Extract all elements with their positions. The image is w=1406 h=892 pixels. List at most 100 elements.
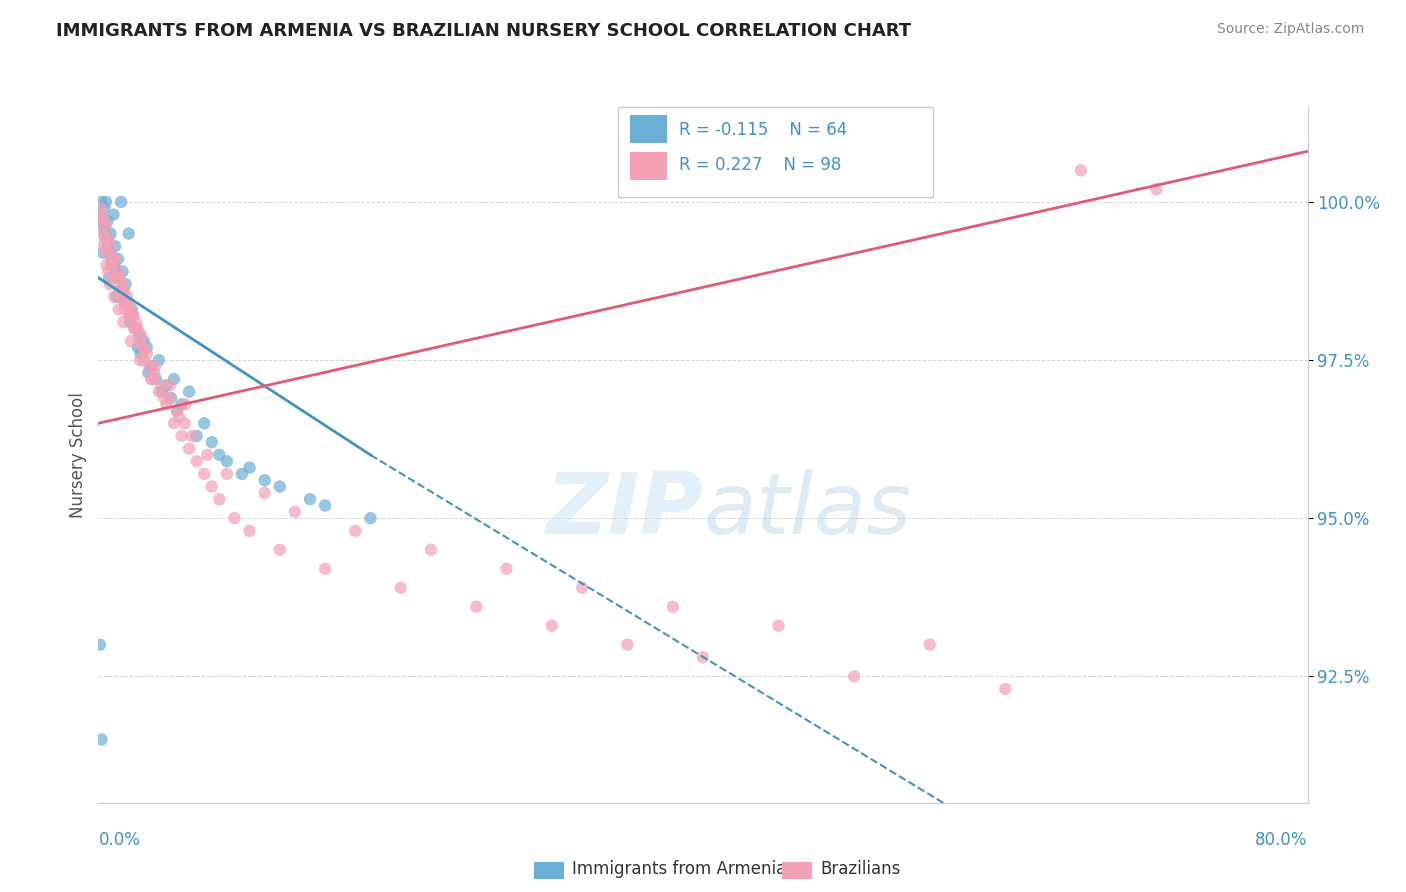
Point — [93, 220, 115, 235]
Point — [118, 296, 141, 310]
Point — [101, 258, 124, 272]
Point — [918, 638, 941, 652]
Point — [110, 290, 132, 304]
Point — [215, 467, 238, 481]
Y-axis label: Nursery School: Nursery School — [69, 392, 87, 518]
Point — [160, 391, 183, 405]
Point — [104, 270, 127, 285]
Point — [111, 277, 134, 292]
Point — [111, 284, 134, 298]
Point — [661, 599, 683, 614]
Point — [170, 429, 193, 443]
Point — [571, 581, 593, 595]
Point — [239, 524, 262, 538]
Point — [314, 562, 336, 576]
Point — [159, 378, 181, 392]
Point — [127, 340, 149, 354]
Point — [98, 245, 121, 260]
Point — [125, 315, 148, 329]
Point — [101, 258, 124, 272]
Point — [150, 384, 173, 399]
Point — [104, 252, 127, 266]
Point — [132, 340, 155, 354]
Point — [114, 296, 136, 310]
Point — [89, 638, 111, 652]
Point — [208, 492, 231, 507]
Point — [163, 372, 186, 386]
Point — [91, 227, 114, 241]
Point — [120, 315, 142, 329]
Point — [122, 309, 145, 323]
Text: Source: ZipAtlas.com: Source: ZipAtlas.com — [1216, 22, 1364, 37]
Point — [103, 258, 125, 272]
Point — [179, 384, 201, 399]
Text: ZIP: ZIP — [546, 469, 703, 552]
Point — [122, 309, 145, 323]
Point — [139, 359, 162, 374]
Point — [100, 239, 122, 253]
Text: 0.0%: 0.0% — [98, 830, 141, 848]
Point — [136, 366, 159, 380]
Text: Brazilians: Brazilians — [820, 860, 901, 878]
Point — [143, 366, 166, 380]
Point — [105, 270, 128, 285]
Point — [181, 429, 204, 443]
Point — [115, 290, 138, 304]
Point — [110, 284, 132, 298]
Point — [141, 359, 163, 374]
Point — [118, 227, 141, 241]
Point — [215, 454, 238, 468]
Point — [186, 454, 208, 468]
Point — [90, 208, 112, 222]
Bar — [630, 153, 666, 180]
Point — [128, 327, 150, 342]
Point — [104, 239, 127, 253]
Point — [103, 290, 125, 304]
Point — [98, 233, 121, 247]
Point — [239, 460, 262, 475]
Text: 80.0%: 80.0% — [1256, 830, 1308, 848]
Point — [169, 409, 191, 424]
Point — [495, 562, 517, 576]
Point — [231, 467, 253, 481]
Text: IMMIGRANTS FROM ARMENIA VS BRAZILIAN NURSERY SCHOOL CORRELATION CHART: IMMIGRANTS FROM ARMENIA VS BRAZILIAN NUR… — [56, 22, 911, 40]
Point — [110, 194, 132, 209]
Point — [201, 479, 224, 493]
Point — [129, 347, 152, 361]
Point — [91, 214, 114, 228]
Bar — [534, 862, 564, 880]
Point — [193, 467, 215, 481]
Point — [465, 599, 488, 614]
Point — [97, 245, 120, 260]
Point — [96, 233, 118, 247]
Point — [540, 618, 562, 632]
Point — [994, 681, 1017, 696]
Point — [1144, 182, 1167, 196]
Point — [143, 359, 166, 374]
Text: R = 0.227    N = 98: R = 0.227 N = 98 — [679, 156, 841, 174]
Text: atlas: atlas — [703, 469, 911, 552]
Point — [100, 258, 122, 272]
Point — [201, 435, 224, 450]
Point — [145, 372, 167, 386]
Point — [195, 448, 218, 462]
Point — [174, 397, 197, 411]
Point — [93, 239, 115, 253]
Point — [90, 194, 112, 209]
Point — [90, 201, 112, 215]
Point — [104, 264, 127, 278]
Point — [344, 524, 367, 538]
Point — [148, 384, 170, 399]
Point — [692, 650, 714, 665]
Point — [108, 302, 131, 317]
Point — [105, 290, 128, 304]
Point — [91, 214, 114, 228]
Point — [125, 321, 148, 335]
Point — [97, 264, 120, 278]
Point — [121, 302, 143, 317]
Point — [120, 309, 142, 323]
Point — [121, 302, 143, 317]
Point — [141, 372, 163, 386]
Point — [107, 264, 129, 278]
Point — [135, 340, 157, 354]
